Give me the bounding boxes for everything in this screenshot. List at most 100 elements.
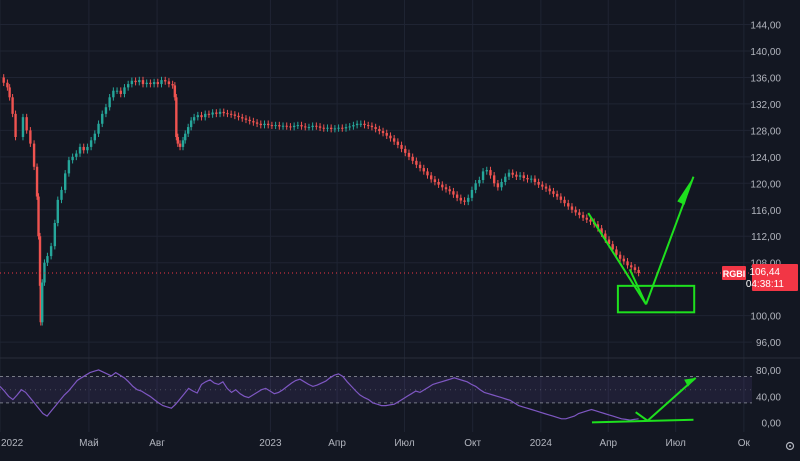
candle-body[interactable] (204, 113, 207, 118)
candle-body[interactable] (67, 160, 71, 174)
candle-body[interactable] (278, 125, 281, 127)
candle-body[interactable] (533, 178, 537, 182)
candle-body[interactable] (160, 80, 163, 85)
candle-body[interactable] (56, 199, 59, 223)
candle-body[interactable] (29, 130, 32, 144)
candle-body[interactable] (322, 127, 325, 129)
candle-body[interactable] (481, 171, 485, 180)
candle-body[interactable] (518, 175, 522, 177)
candle-body[interactable] (567, 203, 570, 207)
candle-body[interactable] (448, 189, 451, 192)
candle-body[interactable] (39, 285, 42, 323)
candle-body[interactable] (418, 164, 422, 169)
candle-body[interactable] (178, 143, 182, 147)
candle-body[interactable] (511, 172, 514, 175)
candle-body[interactable] (544, 186, 548, 189)
candle-body[interactable] (396, 141, 400, 145)
candle-body[interactable] (11, 97, 14, 114)
candle-body[interactable] (348, 126, 351, 128)
candle-body[interactable] (470, 189, 474, 198)
candle-body[interactable] (176, 137, 180, 144)
candle-body[interactable] (248, 119, 251, 122)
candle-body[interactable] (60, 189, 63, 200)
candle-body[interactable] (115, 90, 119, 92)
candle-body[interactable] (78, 146, 82, 154)
candle-body[interactable] (186, 127, 190, 134)
candle-body[interactable] (618, 254, 622, 259)
candle-body[interactable] (433, 179, 437, 182)
candle-body[interactable] (407, 152, 411, 157)
candle-body[interactable] (526, 178, 529, 180)
candle-body[interactable] (452, 191, 455, 195)
candle-body[interactable] (329, 127, 333, 130)
candle-body[interactable] (559, 196, 563, 200)
candle-body[interactable] (46, 256, 49, 263)
candle-body[interactable] (192, 117, 196, 121)
candle-body[interactable] (211, 112, 214, 115)
candle-body[interactable] (49, 246, 53, 257)
candle-body[interactable] (41, 282, 44, 323)
candle-body[interactable] (156, 82, 160, 85)
annotation-line[interactable] (587, 212, 647, 305)
candle-body[interactable] (444, 187, 448, 190)
candle-body[interactable] (173, 85, 177, 98)
candle-body[interactable] (134, 80, 137, 83)
candle-body[interactable] (611, 244, 614, 250)
candle-body[interactable] (263, 123, 266, 126)
candle-body[interactable] (441, 184, 444, 188)
candle-body[interactable] (426, 171, 429, 176)
candle-body[interactable] (108, 97, 111, 108)
candle-body[interactable] (615, 249, 618, 255)
candle-body[interactable] (344, 127, 348, 129)
candle-body[interactable] (6, 82, 9, 88)
candle-body[interactable] (167, 81, 171, 85)
candle-body[interactable] (181, 140, 185, 147)
candle-body[interactable] (478, 180, 481, 184)
candle-body[interactable] (53, 223, 57, 247)
candle-body[interactable] (552, 191, 555, 194)
annotation-box[interactable] (616, 284, 696, 314)
candle-body[interactable] (2, 77, 5, 83)
candle-body[interactable] (604, 233, 607, 240)
gear-icon[interactable] (785, 441, 795, 451)
candle-body[interactable] (285, 125, 288, 127)
candle-body[interactable] (226, 113, 229, 115)
candle-body[interactable] (585, 217, 588, 220)
candle-body[interactable] (222, 111, 225, 114)
candle-body[interactable] (86, 146, 89, 151)
candle-body[interactable] (304, 126, 307, 128)
candle-body[interactable] (352, 125, 355, 127)
candle-body[interactable] (622, 258, 626, 262)
candle-body[interactable] (333, 128, 337, 130)
rsi-line[interactable] (0, 369, 639, 421)
candle-body[interactable] (400, 144, 403, 149)
candle-body[interactable] (359, 123, 363, 125)
candle-body[interactable] (307, 127, 311, 129)
candle-body[interactable] (14, 113, 17, 137)
candle-body[interactable] (175, 97, 178, 137)
candle-body[interactable] (35, 166, 39, 197)
candle-body[interactable] (415, 160, 418, 165)
candle-body[interactable] (82, 146, 85, 151)
candle-body[interactable] (171, 84, 174, 86)
candle-body[interactable] (522, 175, 526, 179)
candle-body[interactable] (596, 224, 600, 229)
candle-body[interactable] (93, 133, 97, 141)
candle-body[interactable] (233, 114, 237, 116)
candle-body[interactable] (370, 125, 374, 128)
candle-body[interactable] (429, 175, 433, 180)
symbol-tag[interactable] (722, 266, 746, 281)
candle-body[interactable] (311, 125, 314, 128)
candle-body[interactable] (32, 143, 36, 167)
candle-body[interactable] (578, 212, 581, 216)
candle-body[interactable] (581, 215, 585, 218)
candle-body[interactable] (541, 184, 544, 187)
candle-body[interactable] (500, 181, 503, 188)
candle-body[interactable] (389, 135, 392, 139)
candle-body[interactable] (270, 125, 274, 127)
candle-body[interactable] (145, 82, 148, 85)
candle-body[interactable] (563, 199, 566, 204)
candle-body[interactable] (485, 170, 488, 172)
rsi-annotation-line[interactable] (591, 418, 694, 424)
